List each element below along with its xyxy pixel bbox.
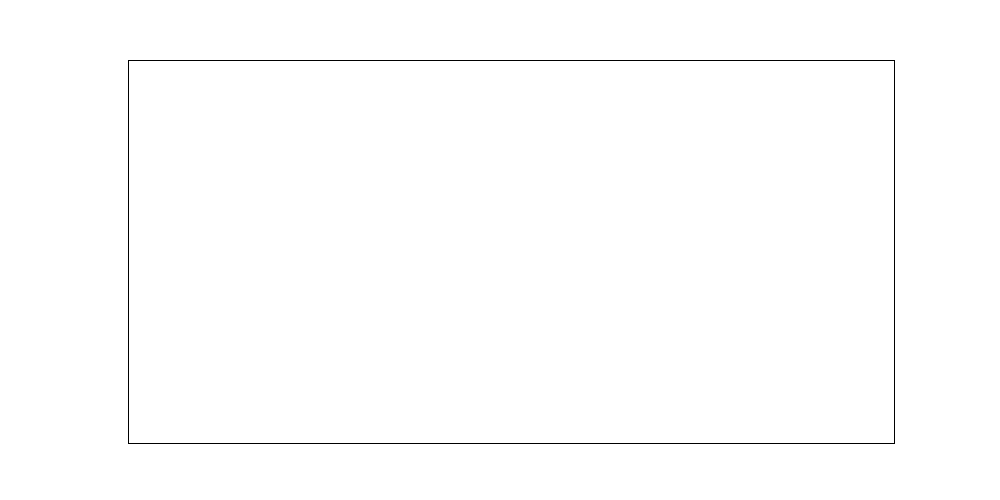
word-cloud — [128, 60, 895, 444]
word-cloud-canvas — [129, 61, 894, 443]
